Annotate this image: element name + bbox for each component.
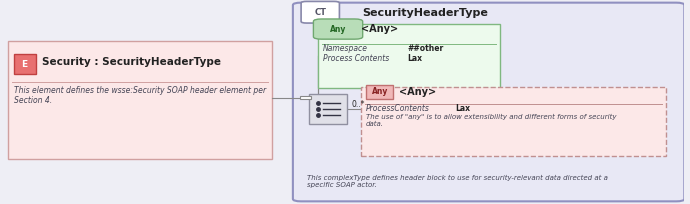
Bar <box>300 96 311 99</box>
Text: Process Contents: Process Contents <box>323 54 389 63</box>
Text: E: E <box>21 60 28 69</box>
Text: 0..*: 0..* <box>351 100 364 109</box>
Bar <box>362 87 666 156</box>
Text: CT: CT <box>314 8 326 17</box>
Text: ProcessContents: ProcessContents <box>366 104 430 113</box>
FancyBboxPatch shape <box>301 1 339 23</box>
Text: The use of "any" is to allow extensibility and different forms of security
data.: The use of "any" is to allow extensibili… <box>366 114 617 127</box>
FancyBboxPatch shape <box>313 19 363 39</box>
Text: ##other: ##other <box>407 44 444 53</box>
Text: This element defines the wsse:Security SOAP header element per
Section 4.: This element defines the wsse:Security S… <box>14 86 266 105</box>
Text: Lax: Lax <box>407 54 422 63</box>
Bar <box>366 85 393 99</box>
Text: This complexType defines header block to use for security-relevant data directed: This complexType defines header block to… <box>306 174 607 188</box>
Text: Lax: Lax <box>455 104 470 113</box>
Text: SecurityHeaderType: SecurityHeaderType <box>363 8 489 18</box>
Bar <box>318 24 500 88</box>
FancyBboxPatch shape <box>293 3 684 201</box>
Text: Any: Any <box>330 24 346 34</box>
Text: Any: Any <box>372 87 388 96</box>
Text: Namespace: Namespace <box>323 44 368 53</box>
Text: Security : SecurityHeaderType: Security : SecurityHeaderType <box>42 57 221 67</box>
Text: <Any>: <Any> <box>399 87 436 97</box>
Bar <box>8 41 272 159</box>
Bar <box>309 94 347 124</box>
Bar <box>14 54 36 74</box>
Text: <Any>: <Any> <box>361 24 397 34</box>
